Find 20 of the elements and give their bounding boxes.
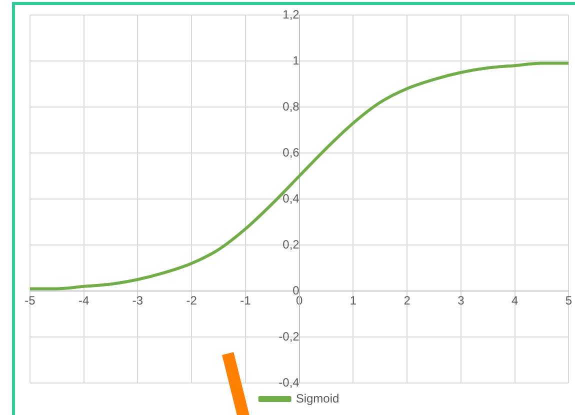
y-tick-label: 1 <box>292 53 300 68</box>
y-tick-label: -0,4 <box>278 375 300 390</box>
x-tick-label: 4 <box>511 294 518 308</box>
x-tick-label: -1 <box>240 294 252 308</box>
x-tick-label: 5 <box>565 294 572 308</box>
y-tick-label: 0,2 <box>282 237 300 252</box>
y-tick-label: 0,4 <box>282 191 300 206</box>
y-tick-label: 0,8 <box>282 99 300 114</box>
x-tick-label: -4 <box>78 294 90 308</box>
y-tick-label: 0 <box>292 283 300 298</box>
x-tick-label: -2 <box>186 294 198 308</box>
x-tick-label: 2 <box>404 294 411 308</box>
y-tick-label: 1,2 <box>282 7 300 22</box>
x-tick-label: -3 <box>132 294 144 308</box>
y-tick-label: 0,6 <box>282 145 300 160</box>
x-tick-label: 3 <box>458 294 465 308</box>
y-tick-label: -0,2 <box>278 329 300 344</box>
legend-label: Sigmoid <box>296 391 340 406</box>
x-tick-label: 1 <box>350 294 357 308</box>
x-tick-label: -5 <box>24 294 36 308</box>
